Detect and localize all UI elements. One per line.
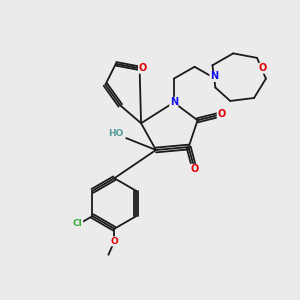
Text: O: O: [110, 237, 118, 246]
Text: N: N: [210, 71, 218, 81]
Text: N: N: [170, 98, 178, 107]
Text: O: O: [190, 164, 199, 174]
Text: O: O: [259, 63, 267, 73]
Text: O: O: [217, 109, 226, 119]
Text: O: O: [138, 63, 147, 73]
Text: HO: HO: [108, 129, 124, 138]
Text: Cl: Cl: [73, 219, 83, 228]
